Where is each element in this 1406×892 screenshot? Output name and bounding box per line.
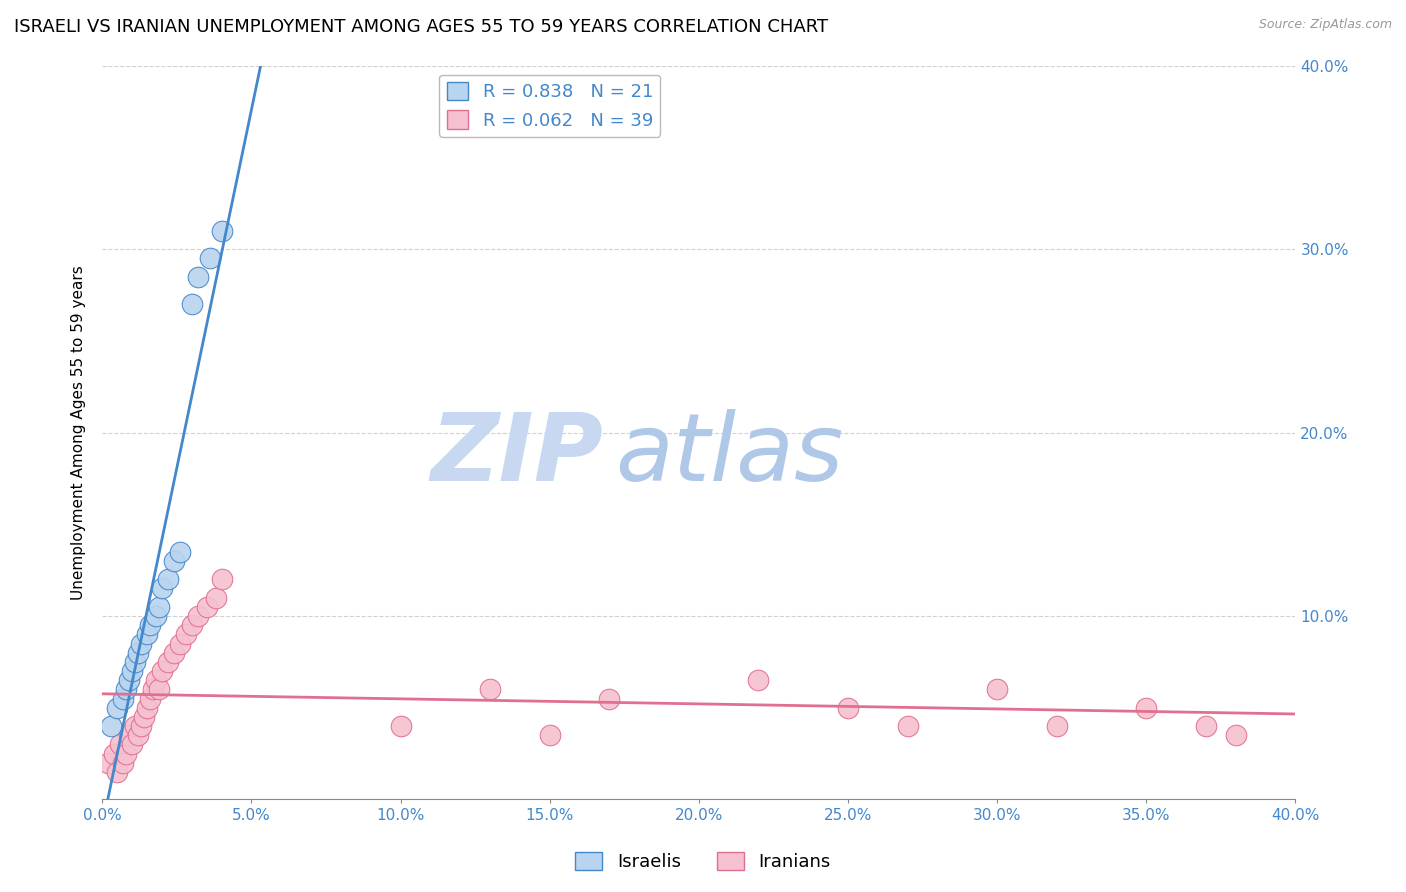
Point [150,582,173,596]
Point [108,738,131,752]
Point [1046,719,1069,733]
Point [837,700,859,714]
Point [136,627,159,641]
Point [747,673,769,688]
Legend: R = 0.838   N = 21, R = 0.062   N = 39: R = 0.838 N = 21, R = 0.062 N = 39 [440,75,661,136]
Text: atlas: atlas [616,409,844,500]
Legend: Israelis, Iranians: Israelis, Iranians [568,845,838,879]
Point [1135,700,1157,714]
Point [121,738,143,752]
Point [156,572,179,586]
Point [103,747,125,761]
Point [121,664,143,678]
Point [139,618,162,632]
Point [163,554,186,568]
Point [118,673,141,688]
Point [180,297,202,311]
Point [127,646,149,660]
Point [136,700,159,714]
Point [169,545,191,559]
Point [211,224,233,238]
Point [132,710,155,724]
Point [538,728,561,742]
Point [211,572,233,586]
Point [1225,728,1247,742]
Point [198,252,221,266]
Point [174,627,197,641]
Point [129,719,152,733]
Y-axis label: Unemployment Among Ages 55 to 59 years: Unemployment Among Ages 55 to 59 years [72,265,86,600]
Point [100,719,122,733]
Point [598,691,620,706]
Point [163,646,186,660]
Point [187,269,209,284]
Point [124,655,146,669]
Point [112,756,135,770]
Point [129,636,152,650]
Point [150,664,173,678]
Point [897,719,920,733]
Point [105,764,128,779]
Point [148,682,170,697]
Point [204,591,226,605]
Text: ISRAELI VS IRANIAN UNEMPLOYMENT AMONG AGES 55 TO 59 YEARS CORRELATION CHART: ISRAELI VS IRANIAN UNEMPLOYMENT AMONG AG… [14,18,828,36]
Point [127,728,149,742]
Point [145,673,167,688]
Point [124,719,146,733]
Point [180,618,202,632]
Point [139,691,162,706]
Point [1195,719,1218,733]
Point [142,682,165,697]
Point [187,609,209,624]
Point [145,609,167,624]
Text: Source: ZipAtlas.com: Source: ZipAtlas.com [1258,18,1392,31]
Text: ZIP: ZIP [430,409,603,500]
Point [97,756,120,770]
Point [115,682,138,697]
Point [986,682,1008,697]
Point [195,599,218,614]
Point [169,636,191,650]
Point [148,599,170,614]
Point [105,700,128,714]
Point [389,719,412,733]
Point [479,682,502,697]
Point [156,655,179,669]
Point [118,728,141,742]
Point [115,747,138,761]
Point [112,691,135,706]
